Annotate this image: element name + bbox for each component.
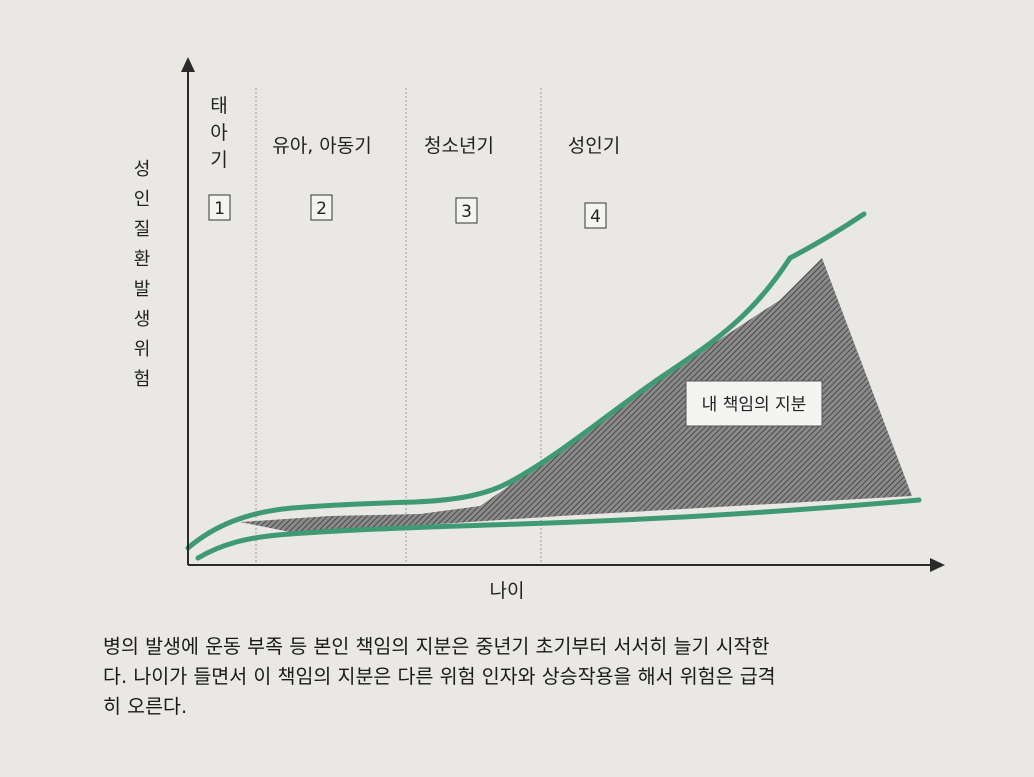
y-axis-label-char: 생	[134, 309, 151, 330]
stage-number-box	[310, 194, 333, 221]
y-axis-label-char: 인	[134, 189, 151, 210]
y-axis-label-char: 성	[134, 159, 151, 180]
area-label-box	[685, 380, 823, 427]
responsibility-area	[240, 258, 912, 532]
stage-label-fetal: 태아기	[210, 95, 227, 171]
area-label: 내 책임의 지분	[702, 395, 807, 415]
upper-risk-curve	[185, 211, 867, 551]
y-axis-label-char: 험	[134, 369, 151, 390]
lower-risk-curve	[195, 497, 922, 561]
caption-line: 다. 나이가 들면서 이 책임의 지분은 다른 위험 인자와 상승작용을 해서 …	[103, 665, 776, 688]
stage-label-adolescence: 청소년기	[424, 135, 494, 157]
caption-line: 병의 발생에 운동 부족 등 본인 책임의 지분은 중년기 초기부터 서서히 늘…	[103, 635, 770, 658]
stage-label-char: 태	[210, 95, 227, 117]
stage-number: 2	[316, 199, 327, 219]
stage-number: 3	[461, 202, 472, 222]
stage-label-adulthood: 성인기	[568, 135, 620, 157]
stage-label-childhood: 유아, 아동기	[272, 135, 371, 157]
stage-label-char: 아	[210, 122, 227, 144]
stage-number: 4	[590, 207, 601, 227]
y-axis-label-char: 질	[134, 219, 151, 240]
y-axis-label-char: 위	[134, 339, 151, 360]
caption-line: 히 오른다.	[103, 695, 188, 718]
y-axis-label-char: 발	[134, 279, 151, 300]
stage-number-box	[455, 197, 478, 224]
y-axis-label-char: 환	[134, 249, 151, 270]
y-axis-arrow-icon	[181, 57, 195, 72]
x-axis-label: 나이	[490, 580, 525, 602]
figure-caption: 병의 발생에 운동 부족 등 본인 책임의 지분은 중년기 초기부터 서서히 늘…	[103, 632, 963, 722]
x-axis-arrow-icon	[930, 558, 945, 572]
stage-label-char: 기	[210, 149, 227, 171]
stage-number: 1	[214, 199, 225, 219]
stage-number-box	[208, 194, 231, 221]
stage-number-box	[584, 202, 607, 229]
